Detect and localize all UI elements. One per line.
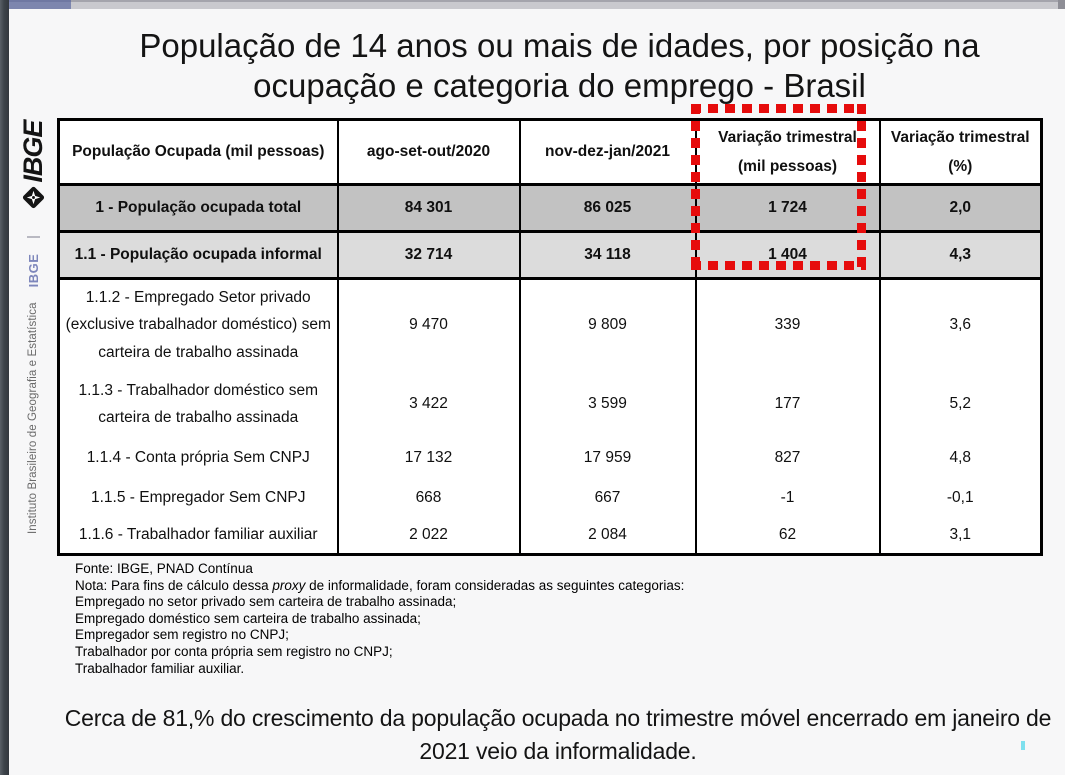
cell-2020: 2 022 [337, 517, 521, 555]
table-header-row: População Ocupada (mil pessoas) ago-set-… [58, 119, 1042, 186]
cell-2020: 9 470 [337, 278, 521, 370]
method-note: Nota: Para fins de cálculo dessa proxy d… [75, 578, 684, 595]
ibge-logo-text: IBGE [17, 120, 48, 183]
cell-var-pct: 2,0 [879, 184, 1042, 233]
window-top-bar [9, 0, 1065, 9]
col-header-2020: ago-set-out/2020 [337, 119, 521, 186]
category-note: Trabalhador por conta própria sem regist… [75, 643, 393, 659]
source-note: Fonte: IBGE, PNAD Contínua [75, 561, 253, 576]
cell-2021: 3 599 [519, 370, 697, 438]
table-row: 1 - População ocupada total 84 301 86 02… [58, 184, 1042, 233]
cell-2021: 34 118 [519, 231, 697, 280]
row-label: 1.1.3 - Trabalhador doméstico sem cartei… [58, 370, 339, 438]
cell-var-abs: 1 404 [695, 231, 881, 280]
col-header-2021: nov-dez-jan/2021 [519, 119, 697, 186]
col-header-var-pct: Variação trimestral (%) [879, 119, 1042, 186]
category-note: Trabalhador familiar auxiliar. [75, 660, 245, 676]
cell-2021: 17 959 [519, 438, 697, 478]
table-row: 1.1.2 - Empregado Setor privado (exclusi… [58, 278, 1042, 370]
cell-var-abs: 827 [695, 438, 881, 478]
ibge-brand-sidebar: Instituto Brasileiro de Geografia e Esta… [9, 9, 57, 609]
method-note-prefix: Nota: Para fins de cálculo dessa [75, 577, 273, 593]
ibge-acronym: IBGE [25, 253, 41, 288]
method-note-suffix: de informalidade, foram consideradas as … [305, 577, 685, 593]
cell-2021: 2 084 [519, 517, 697, 555]
cell-var-abs: 1 724 [695, 184, 881, 233]
col-header-var-abs: Variação trimestral (mil pessoas) [695, 119, 881, 186]
table-row: 1.1.5 - Empregador Sem CNPJ 668 667 -1 -… [58, 478, 1042, 517]
cell-var-pct: 3,1 [879, 517, 1042, 555]
category-note: Empregado no setor privado sem carteira … [75, 594, 457, 610]
cursor-artifact [1021, 741, 1025, 750]
top-bar-accent [9, 0, 71, 9]
method-note-proxy: proxy [272, 577, 306, 593]
cell-2020: 32 714 [337, 231, 521, 280]
table-row: 1.1 - População ocupada informal 32 714 … [58, 231, 1042, 280]
cell-2020: 84 301 [337, 184, 521, 233]
row-label: 1 - População ocupada total [58, 184, 339, 233]
population-table: População Ocupada (mil pessoas) ago-set-… [57, 118, 1043, 556]
page-title: População de 14 anos ou mais de idades, … [139, 27, 980, 104]
cell-2021: 9 809 [519, 278, 697, 370]
cell-var-pct: 4,3 [879, 231, 1042, 280]
cell-var-abs: 339 [695, 278, 881, 370]
cell-var-pct: -0,1 [879, 478, 1042, 517]
top-bar-right-cap [1058, 0, 1065, 9]
cell-var-pct: 3,6 [879, 278, 1042, 370]
cell-2020: 17 132 [337, 438, 521, 478]
footnotes: Fonte: IBGE, PNAD Contínua Nota: Para fi… [75, 561, 684, 677]
row-label: 1.1.4 - Conta própria Sem CNPJ [58, 438, 339, 478]
ibge-brand-rotated: Instituto Brasileiro de Geografia e Esta… [9, 9, 57, 609]
cell-var-pct: 4,8 [879, 438, 1042, 478]
table-row: 1.1.6 - Trabalhador familiar auxiliar 2 … [58, 517, 1042, 555]
window-left-edge [0, 0, 9, 775]
ibge-logo: IBGE [18, 121, 49, 210]
cell-var-abs: 62 [695, 517, 881, 555]
col-header-label: População Ocupada (mil pessoas) [58, 119, 339, 186]
row-label: 1.1.2 - Empregado Setor privado (exclusi… [58, 278, 339, 370]
table-row: 1.1.4 - Conta própria Sem CNPJ 17 132 17… [58, 438, 1042, 478]
row-label: 1.1 - População ocupada informal [58, 231, 339, 280]
table-row: 1.1.3 - Trabalhador doméstico sem cartei… [58, 370, 1042, 438]
brand-divider [26, 235, 40, 238]
institute-name: Instituto Brasileiro de Geografia e Esta… [27, 302, 39, 534]
category-note: Empregador sem registro no CNPJ; [75, 627, 289, 643]
cell-2020: 668 [337, 478, 521, 517]
conclusion-text: Cerca de 81,% do crescimento da populaçã… [64, 705, 1052, 764]
cell-var-abs: 177 [695, 370, 881, 438]
ibge-compass-icon [22, 186, 44, 208]
cell-2020: 3 422 [337, 370, 521, 438]
category-note: Empregado doméstico sem carteira de trab… [75, 610, 421, 626]
cell-var-pct: 5,2 [879, 370, 1042, 438]
highlight-edge-top [691, 104, 866, 113]
row-label: 1.1.5 - Empregador Sem CNPJ [58, 478, 339, 517]
cell-var-abs: -1 [695, 478, 881, 517]
cell-2021: 86 025 [519, 184, 697, 233]
cell-2021: 667 [519, 478, 697, 517]
row-label: 1.1.6 - Trabalhador familiar auxiliar [58, 517, 339, 555]
